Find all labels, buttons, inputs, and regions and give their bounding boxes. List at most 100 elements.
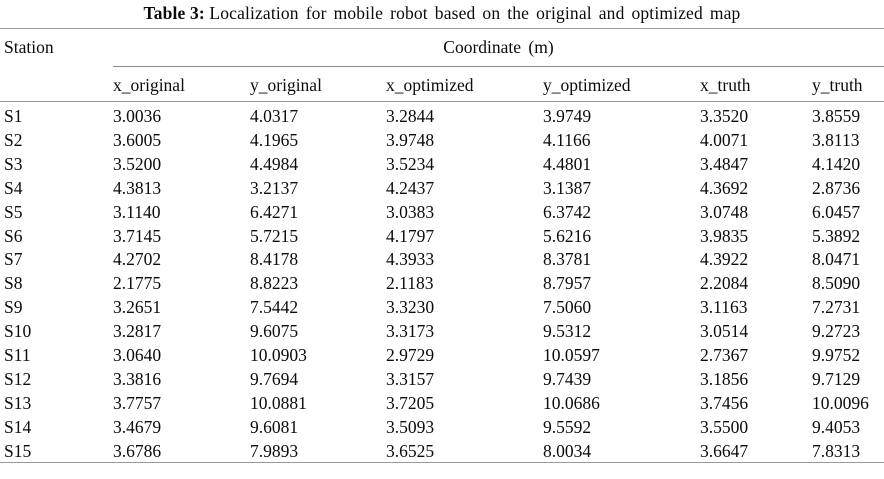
cell-x-truth: 3.4847 [700, 153, 749, 174]
table-top-rule [0, 28, 884, 29]
row-label: S2 [4, 129, 23, 150]
cell-y-truth: 7.8313 [812, 440, 861, 461]
cell-y-optimized: 5.6216 [543, 225, 592, 246]
cell-y-truth: 9.7129 [812, 368, 861, 389]
cell-y-truth: 9.9752 [812, 345, 861, 365]
cell-y-truth: 9.2723 [812, 321, 861, 342]
cell-y-optimized: 9.5312 [543, 321, 592, 342]
cell-y-optimized: 8.3781 [543, 249, 592, 270]
cell-y-original: 9.6075 [250, 321, 299, 342]
cell-x-truth: 2.2084 [700, 273, 749, 294]
cell-x-original: 3.4679 [113, 416, 162, 437]
cell-x-original: 3.7145 [113, 225, 162, 246]
cell-y-optimized: 6.3742 [543, 201, 592, 222]
cell-x-optimized: 3.7205 [386, 392, 435, 413]
row-label: S3 [4, 153, 23, 174]
cell-y-optimized: 9.5592 [543, 416, 592, 437]
cell-x-original: 3.7757 [113, 392, 162, 413]
cell-x-truth: 3.3520 [700, 106, 749, 126]
cell-y-truth: 8.0471 [812, 249, 861, 270]
group-header-rule [113, 66, 884, 67]
cell-x-optimized: 2.1183 [386, 273, 434, 294]
row-label: S4 [4, 177, 23, 198]
cell-x-original: 3.3816 [113, 368, 162, 389]
cell-x-original: 3.6786 [113, 440, 162, 461]
cell-y-truth: 3.8113 [812, 129, 860, 150]
cell-x-optimized: 3.3157 [386, 368, 435, 389]
cell-x-optimized: 3.6525 [386, 440, 435, 461]
cell-y-original: 5.7215 [250, 225, 299, 246]
row-label: S13 [4, 392, 32, 413]
cell-x-original: 3.5200 [113, 153, 162, 174]
cell-y-original: 7.5442 [250, 297, 299, 318]
cell-y-truth: 5.3892 [812, 225, 861, 246]
cell-x-truth: 4.3692 [700, 177, 749, 198]
cell-x-original: 3.1140 [113, 201, 161, 222]
cell-x-original: 3.2651 [113, 297, 162, 318]
cell-x-truth: 3.7456 [700, 392, 749, 413]
cell-x-optimized: 3.9748 [386, 129, 435, 150]
cell-x-original: 2.1775 [113, 273, 162, 294]
row-label: S1 [4, 106, 23, 126]
cell-y-original: 8.4178 [250, 249, 299, 270]
column-header-x-optimized: x_optimized [386, 75, 474, 95]
cell-y-original: 4.4984 [250, 153, 299, 174]
cell-y-optimized: 7.5060 [543, 297, 592, 318]
cell-x-optimized: 3.3173 [386, 321, 435, 342]
cell-x-truth: 3.5500 [700, 416, 749, 437]
cell-x-original: 4.2702 [113, 249, 162, 270]
cell-y-optimized: 3.9749 [543, 106, 592, 126]
row-label: S6 [4, 225, 23, 246]
row-label: S14 [4, 416, 32, 437]
table-bottom-rule [0, 462, 884, 463]
row-label: S5 [4, 201, 23, 222]
row-header-label: Station [4, 37, 54, 57]
cell-y-original: 9.6081 [250, 416, 299, 437]
row-label: S10 [4, 321, 32, 342]
cell-y-truth: 3.8559 [812, 106, 861, 126]
row-label: S12 [4, 368, 32, 389]
cell-x-original: 3.0036 [113, 106, 162, 126]
column-header-y-original: y_original [250, 75, 322, 95]
cell-x-original: 3.0640 [113, 345, 162, 365]
cell-x-original: 3.2817 [113, 321, 162, 342]
cell-y-truth: 8.5090 [812, 273, 861, 294]
column-header-y-truth: y_truth [812, 75, 863, 95]
cell-x-truth: 3.6647 [700, 440, 749, 461]
cell-x-optimized: 3.5234 [386, 153, 435, 174]
cell-x-truth: 4.3922 [700, 249, 749, 270]
cell-y-original: 8.8223 [250, 273, 299, 294]
column-header-y-optimized: y_optimized [543, 75, 631, 95]
cell-x-optimized: 3.5093 [386, 416, 435, 437]
cell-x-optimized: 3.0383 [386, 201, 435, 222]
cell-y-optimized: 4.1166 [543, 129, 591, 150]
caption-text: Localization for mobile robot based on t… [209, 3, 741, 23]
cell-x-optimized: 4.3933 [386, 249, 435, 270]
cell-x-optimized: 3.2844 [386, 106, 435, 126]
cell-y-truth: 4.1420 [812, 153, 861, 174]
caption-label: Table 3: [143, 3, 205, 23]
cell-x-optimized: 4.2437 [386, 177, 435, 198]
cell-x-truth: 2.7367 [700, 345, 749, 365]
cell-y-optimized: 3.1387 [543, 177, 592, 198]
row-label: S11 [4, 345, 31, 365]
cell-x-truth: 3.9835 [700, 225, 749, 246]
table-caption: Table 3: Localization for mobile robot b… [0, 2, 884, 24]
cell-y-original: 9.7694 [250, 368, 299, 389]
column-header-x-original: x_original [113, 75, 185, 95]
cell-x-optimized: 4.1797 [386, 225, 435, 246]
cell-y-truth: 6.0457 [812, 201, 861, 222]
cell-y-original: 10.0903 [250, 345, 307, 365]
header-rule [0, 101, 884, 102]
row-label: S8 [4, 273, 23, 294]
row-label: S9 [4, 297, 23, 318]
cell-y-optimized: 10.0597 [543, 345, 600, 365]
cell-x-optimized: 2.9729 [386, 345, 435, 365]
cell-y-original: 4.1965 [250, 129, 299, 150]
cell-y-original: 4.0317 [250, 106, 299, 126]
cell-y-optimized: 9.7439 [543, 368, 592, 389]
cell-y-truth: 2.8736 [812, 177, 861, 198]
cell-y-optimized: 10.0686 [543, 392, 600, 413]
